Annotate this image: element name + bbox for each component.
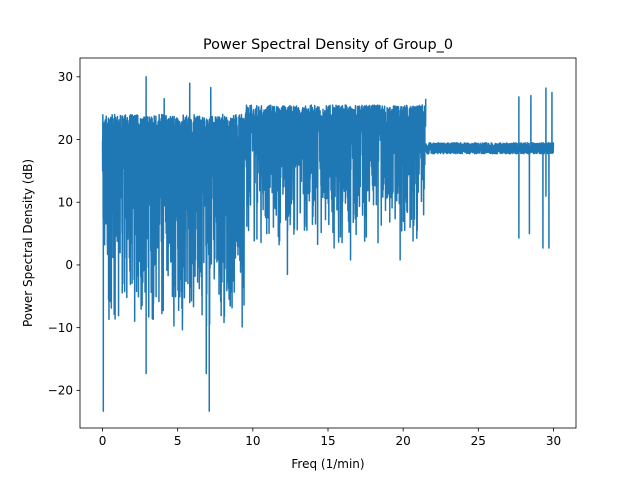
y-tick-label: 0 (65, 258, 73, 272)
psd-line-segment (101, 76, 247, 412)
y-axis-ticks: −20 −10 0 10 20 30 (48, 70, 80, 398)
y-tick-label: 30 (58, 70, 73, 84)
x-tick-label: 0 (99, 434, 107, 448)
y-tick-label: 20 (58, 133, 73, 147)
x-tick-label: 20 (396, 434, 411, 448)
y-axis-label: Power Spectral Density (dB) (21, 159, 35, 327)
psd-line-segment (424, 87, 555, 249)
psd-line-segment (244, 98, 427, 276)
x-tick-label: 30 (546, 434, 561, 448)
x-axis-label: Freq (1/min) (291, 457, 364, 471)
x-axis-ticks: 0 5 10 15 20 25 30 (99, 428, 561, 448)
x-tick-label: 10 (245, 434, 260, 448)
y-tick-label: 10 (58, 196, 73, 210)
y-tick-label: −10 (48, 321, 73, 335)
x-tick-label: 5 (174, 434, 182, 448)
chart-title: Power Spectral Density of Group_0 (203, 37, 453, 53)
x-tick-label: 15 (320, 434, 335, 448)
x-tick-label: 25 (471, 434, 486, 448)
axes-frame (79, 57, 577, 429)
plot-area (101, 76, 555, 412)
y-tick-label: −20 (48, 384, 73, 398)
